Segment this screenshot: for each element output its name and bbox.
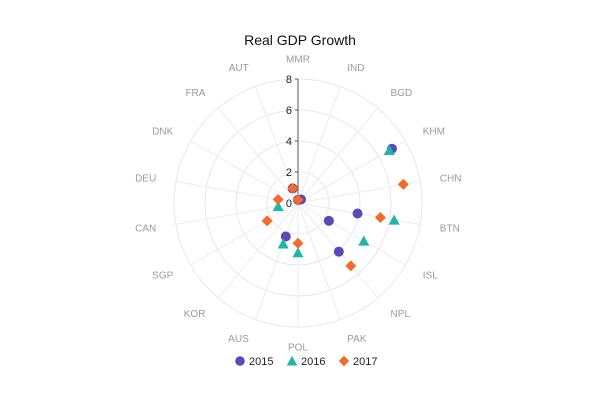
grid-spoke [297,86,341,204]
legend-label-2015: 2015 [249,356,273,368]
radial-tick-label: 2 [286,167,292,179]
grid-spoke [255,202,299,320]
data-point-2017-chn [397,178,409,190]
grid-spoke [297,107,379,204]
data-point-2017-aut [287,182,299,194]
data-point-2016-aus [277,238,289,249]
grid-spoke [297,202,406,266]
data-point-2017-btn [374,212,386,224]
category-label-aut: AUT [229,63,249,74]
category-label-ind: IND [347,63,364,74]
category-labels: MMR IND BGD KHM CHN BTN ISL NPL PAK POL AUS KOR SGP C… [135,55,461,354]
radial-tick-label: 4 [286,136,292,148]
radial-tick-label: 6 [286,105,292,117]
category-label-kor: KOR [184,309,206,320]
category-label-pak: PAK [347,334,367,345]
data-points [261,143,409,272]
data-point-2017-mmr [292,194,304,206]
category-label-chn: CHN [440,173,462,184]
grid-spoke [190,202,299,266]
grid-spoke [297,202,341,320]
data-point-2016-can [272,200,284,212]
category-label-isl: ISL [423,271,438,282]
data-point-2017-pol [292,237,304,249]
legend-label-2016: 2016 [301,356,325,368]
legend-marker-2015 [235,356,245,366]
grid-spoke [190,140,299,204]
category-label-npl: NPL [391,309,411,320]
polar-grid [173,78,423,328]
category-label-mmr: MMR [286,55,310,66]
data-point-2017-deu [272,194,284,206]
radial-tick-label: 0 [286,198,292,210]
category-label-dnk: DNK [152,127,173,138]
radial-tick-label: 8 [286,74,292,86]
data-point-2016-pol [292,247,304,258]
category-label-aus: AUS [228,334,249,345]
data-point-2015-btn [352,208,363,219]
data-point-2016-isl [358,235,370,246]
legend-label-2017: 2017 [353,356,377,368]
grid-spoke [255,86,299,204]
chart-title: Real GDP Growth [244,32,356,48]
category-label-pol: POL [288,343,308,354]
legend-marker-2016 [286,355,298,366]
category-label-deu: DEU [135,173,156,184]
data-point-2015-npl [333,246,344,257]
category-label-bgd: BGD [391,88,413,99]
grid-spoke [217,107,299,204]
data-point-2017-sgp [261,215,273,227]
data-point-2016-khm [383,144,395,155]
category-label-btn: BTN [440,224,460,235]
category-label-khm: KHM [423,127,445,138]
grid-spoke [217,202,299,299]
legend: 2015 2016 2017 [235,355,377,368]
legend-marker-2017 [338,355,350,367]
category-label-can: CAN [135,224,156,235]
category-label-sgp: SGP [152,271,173,282]
data-point-2015-isl [323,215,334,226]
data-point-2017-npl [345,260,357,272]
category-label-fra: FRA [185,88,205,99]
data-point-2016-btn [388,214,400,225]
